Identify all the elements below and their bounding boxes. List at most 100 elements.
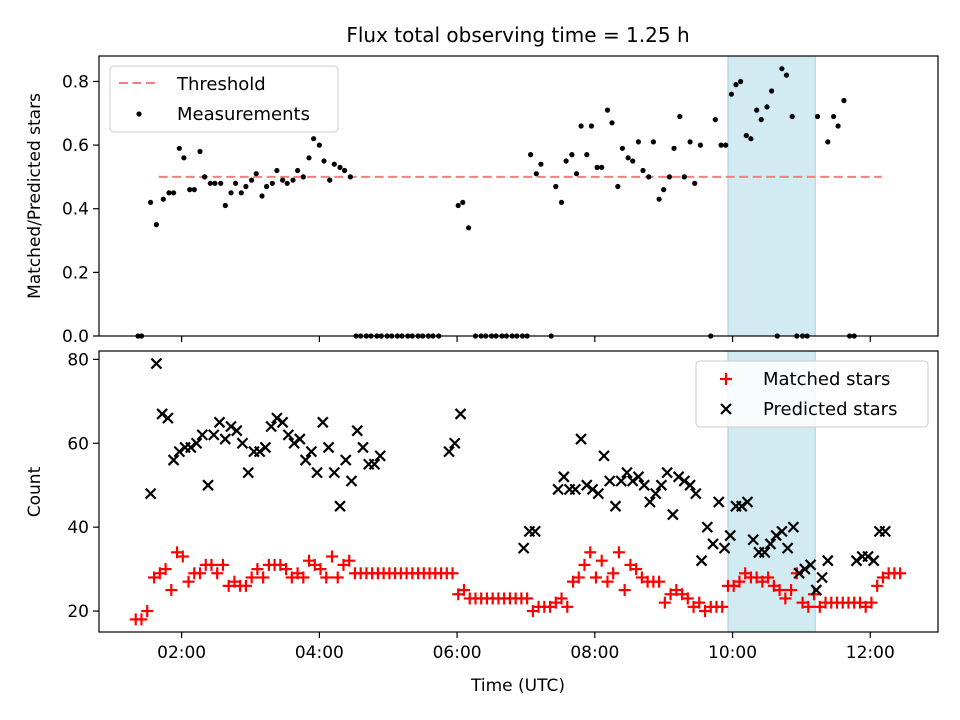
- measurement-point: [671, 145, 677, 151]
- predicted-star-point: [741, 496, 754, 508]
- predicted-star-point: [449, 437, 461, 450]
- top-ylabel: Matched/Predicted stars: [25, 93, 45, 299]
- predicted-star-point: [454, 408, 467, 420]
- predicted-star-point: [781, 542, 794, 554]
- predicted-star-point: [598, 450, 610, 462]
- measurement-point: [460, 199, 466, 205]
- matched-star-point: [871, 579, 884, 592]
- predicted-star-point: [219, 433, 232, 445]
- measurement-point: [825, 139, 831, 145]
- y-tick-label: 20: [67, 602, 89, 622]
- predicted-star-point: [867, 554, 880, 567]
- top-panel: 0.00.20.40.60.8 Matched/Predicted stars …: [25, 55, 939, 347]
- matched-star-point: [159, 563, 172, 576]
- matched-star-point: [343, 554, 356, 567]
- measurement-point: [212, 180, 218, 186]
- legend-measurements-swatch: [136, 111, 142, 117]
- predicted-star-point: [764, 538, 777, 550]
- measurement-point: [228, 190, 234, 196]
- measurement-point: [306, 155, 312, 161]
- predicted-star-point: [207, 429, 220, 441]
- measurement-point: [630, 158, 636, 164]
- measurement-point: [723, 142, 729, 148]
- predicted-star-point: [334, 500, 346, 512]
- measurement-point: [609, 120, 615, 126]
- measurement-point: [280, 177, 286, 183]
- matched-star-point: [141, 605, 154, 618]
- predicted-star-point: [603, 475, 616, 487]
- measurement-point: [153, 222, 159, 228]
- measurement-point: [604, 107, 611, 113]
- measurement-point: [578, 123, 584, 129]
- predicted-star-point: [822, 554, 834, 567]
- matched-star-point: [785, 584, 798, 597]
- measurement-point: [619, 145, 626, 151]
- y-tick-label: 0.6: [62, 136, 89, 156]
- measurement-point: [327, 177, 333, 183]
- predicted-star-point: [351, 424, 364, 437]
- measurement-point: [758, 117, 764, 123]
- x-tick-label: 08:00: [570, 643, 619, 663]
- y-tick-label: 0.4: [62, 200, 89, 220]
- measurement-point: [712, 117, 718, 123]
- observing-window-span-top: [727, 55, 816, 337]
- matched-star-point: [211, 567, 224, 580]
- predicted-star-point: [236, 437, 249, 450]
- measurement-point: [295, 167, 301, 174]
- predicted-star-point: [529, 525, 541, 538]
- measurement-point: [331, 161, 337, 167]
- measurement-point: [253, 171, 259, 177]
- measurement-point: [191, 187, 197, 193]
- predicted-star-point: [569, 483, 582, 496]
- bottom-legend-box: [695, 360, 929, 428]
- matched-star-point: [135, 613, 148, 626]
- x-tick-label: 04:00: [295, 643, 344, 663]
- measurement-point: [238, 190, 244, 196]
- legend-predicted-label: Predicted stars: [763, 399, 897, 420]
- measurement-point: [687, 139, 693, 145]
- predicted-star-point: [357, 441, 369, 454]
- matched-star-point: [457, 584, 470, 597]
- predicted-star-point: [621, 466, 633, 479]
- predicted-star-point: [632, 471, 645, 483]
- matched-star-point: [693, 596, 706, 609]
- matched-star-point: [716, 600, 729, 613]
- matched-star-point: [280, 563, 293, 576]
- measurement-point: [625, 155, 631, 161]
- measurement-point: [789, 113, 795, 120]
- measurement-point: [207, 180, 213, 186]
- matched-star-point: [612, 546, 625, 559]
- predicted-star-point: [558, 471, 570, 483]
- predicted-star-point: [276, 416, 289, 429]
- measurement-point: [718, 142, 724, 148]
- bottom-xlabel: Time (UTC): [470, 676, 565, 696]
- measurement-point: [455, 202, 461, 209]
- matched-star-point: [257, 571, 270, 584]
- measurement-point: [779, 66, 785, 72]
- measurement-point: [321, 158, 327, 164]
- predicted-star-point: [299, 454, 312, 466]
- matched-star-point: [808, 588, 821, 601]
- measurement-point: [259, 193, 265, 199]
- measurement-point: [558, 199, 565, 205]
- predicted-star-point: [816, 571, 828, 584]
- matched-star-point: [297, 571, 310, 584]
- measurement-point: [656, 196, 662, 202]
- measurement-point: [166, 190, 172, 196]
- predicted-star-point: [322, 441, 335, 454]
- top-axes-frame: [98, 55, 939, 337]
- predicted-star-point: [311, 466, 323, 479]
- measurement-point: [661, 187, 667, 193]
- measurement-point: [218, 180, 224, 186]
- measurement-point: [835, 123, 841, 129]
- matched-star-point: [607, 567, 620, 580]
- measurement-point: [640, 167, 646, 174]
- matched-star-point: [194, 567, 207, 580]
- measurement-point: [316, 142, 322, 148]
- predicted-star-point: [810, 584, 823, 596]
- matched-star-point: [216, 558, 229, 571]
- matched-star-point: [681, 592, 694, 605]
- measurement-point: [176, 145, 182, 151]
- matched-star-point: [894, 567, 907, 580]
